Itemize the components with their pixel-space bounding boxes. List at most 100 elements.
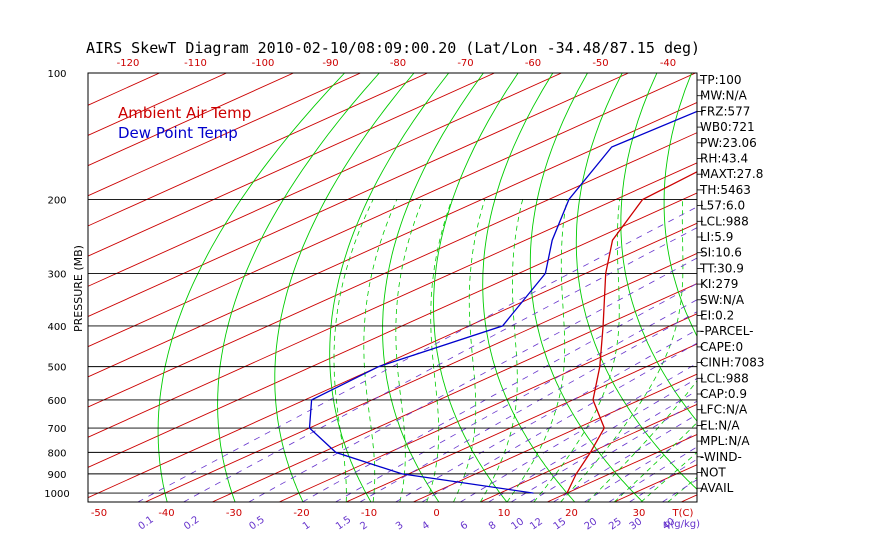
ambient-temp-line bbox=[566, 171, 697, 494]
isotherm-line bbox=[88, 73, 294, 167]
legend-ambient: Ambient Air Temp bbox=[118, 104, 251, 122]
isotherm-line bbox=[88, 73, 428, 227]
isotherm-line bbox=[279, 313, 697, 502]
dry-adiabat-line bbox=[620, 73, 697, 422]
top-axis-ticks: -120 -110 -100 -90 -80 -70 -60 -50 -40 bbox=[117, 58, 677, 69]
mixing-ratio-line bbox=[395, 329, 697, 502]
legend-dewpoint: Dew Point Temp bbox=[118, 124, 238, 142]
pressure-tick-label: 100 bbox=[47, 69, 66, 80]
isotherm-line bbox=[88, 102, 697, 378]
mixing-ratio-tick-label: 8 bbox=[487, 520, 499, 533]
panel-item: TH:5463 bbox=[699, 183, 751, 197]
bottom-tick-label: 0 bbox=[433, 508, 439, 519]
dry-adiabat-line bbox=[157, 73, 345, 502]
mixing-ratio-tick-label: 0.2 bbox=[182, 514, 201, 532]
bottom-axis-ticks: -50 -40 -30 -20 -10 0 10 20 30 T(C) bbox=[91, 508, 694, 519]
dry-adiabat-line bbox=[217, 73, 380, 502]
panel-item: AVAIL bbox=[700, 481, 734, 495]
panel-item: LFC:N/A bbox=[700, 403, 748, 417]
isotherm-line bbox=[748, 73, 870, 502]
moist-adiabat-line bbox=[613, 422, 697, 502]
bottom-tick-label: -10 bbox=[361, 508, 377, 519]
panel-item: EI:0.2 bbox=[700, 309, 734, 323]
isotherm-line bbox=[88, 73, 696, 348]
pressure-tick-label: 700 bbox=[47, 424, 66, 435]
mixing-ratio-tick-label: 25 bbox=[607, 516, 624, 532]
pressure-tick-label: 900 bbox=[47, 470, 66, 481]
bottom-tick-label: 10 bbox=[498, 508, 511, 519]
panel-item: -PARCEL- bbox=[700, 324, 754, 338]
isotherm-line bbox=[212, 283, 697, 502]
top-tick-label: -90 bbox=[322, 58, 338, 69]
mixing-ratio-line bbox=[248, 257, 697, 502]
mixing-ratio-line bbox=[302, 283, 697, 502]
bottom-tick-label: -40 bbox=[158, 508, 174, 519]
pressure-tick-label: 800 bbox=[47, 448, 66, 459]
pressure-ticks: 100 200 300 400 500 600 700 800 900 1000 bbox=[44, 69, 69, 500]
panel-item: LCL:988 bbox=[700, 214, 749, 228]
pressure-tick-label: 200 bbox=[47, 195, 66, 206]
mixing-ratio-line bbox=[421, 342, 697, 502]
panel-item: MAXT:27.8 bbox=[700, 167, 763, 181]
panel-item: MPL:N/A bbox=[700, 434, 750, 448]
panel-item: EL:N/A bbox=[700, 418, 740, 432]
panel-item: LI:5.9 bbox=[700, 230, 733, 244]
plot-frame bbox=[87, 72, 698, 503]
moist-adiabat-line bbox=[333, 199, 374, 502]
top-tick-label: -110 bbox=[184, 58, 207, 69]
moist-adiabat-line bbox=[479, 199, 524, 502]
isotherm-line bbox=[346, 343, 697, 502]
panel-item: TT:30.9 bbox=[699, 261, 744, 275]
top-tick-label: -120 bbox=[117, 58, 140, 69]
isotherm-line bbox=[88, 73, 361, 197]
dry-adiabat-line bbox=[862, 73, 870, 502]
mixing-ratio-tick-label: 12 bbox=[528, 516, 545, 532]
mixing-ratio-tick-label: 3 bbox=[394, 520, 406, 533]
isotherm-line bbox=[88, 73, 495, 257]
panel-item: CAPE:0 bbox=[700, 340, 743, 354]
bottom-tick-label: -50 bbox=[91, 508, 107, 519]
isotherm-line bbox=[88, 192, 697, 468]
panel-item: SI:10.6 bbox=[700, 246, 742, 260]
bottom-tick-label: 30 bbox=[633, 508, 646, 519]
top-tick-label: -40 bbox=[660, 58, 676, 69]
top-tick-label: -70 bbox=[457, 58, 473, 69]
chart-title: AIRS SkewT Diagram 2010-02-10/08:09:00.2… bbox=[86, 39, 700, 57]
moist-adiabat-line bbox=[533, 199, 620, 502]
dry-adiabat-line bbox=[825, 73, 870, 502]
panel-item: WB0:721 bbox=[700, 120, 755, 134]
top-tick-label: -50 bbox=[592, 58, 608, 69]
isotherm-line bbox=[145, 252, 697, 502]
top-tick-label: -80 bbox=[390, 58, 406, 69]
panel-item: -WIND- bbox=[700, 450, 742, 464]
mixing-ratio-ticks: 0.1 0.2 0.5 1 1.5 2 3 4 6 8 10 12 15 20 25 30 40q(g/kg) bbox=[137, 514, 701, 532]
bottom-tick-label: -30 bbox=[226, 508, 242, 519]
pressure-tick-label: 1000 bbox=[44, 489, 69, 500]
bottom-axis-unit: T(C) bbox=[672, 508, 694, 519]
moist-adiabat-line bbox=[587, 380, 697, 502]
dry-adiabat-line bbox=[663, 73, 697, 338]
isotherm-line bbox=[88, 162, 697, 438]
panel-item: SW:N/A bbox=[700, 293, 745, 307]
panel-item: TP:100 bbox=[699, 73, 742, 87]
isotherm-line bbox=[815, 73, 870, 502]
top-tick-label: -100 bbox=[252, 58, 275, 69]
bottom-tick-label: 20 bbox=[565, 508, 578, 519]
mixing-ratio-line bbox=[510, 390, 697, 502]
panel-item: NOT bbox=[700, 466, 726, 480]
dry-adiabat-line bbox=[529, 73, 644, 502]
mixing-ratio-tick-label: 10 bbox=[509, 516, 526, 532]
mixing-ratio-tick-label: 1 bbox=[301, 520, 313, 533]
panel-item: RH:43.4 bbox=[700, 152, 748, 166]
dry-adiabat-line bbox=[329, 73, 450, 502]
mixing-ratio-tick-label: 4 bbox=[420, 520, 432, 533]
mixing-ratio-tick-label: 0.1 bbox=[137, 514, 156, 532]
moist-adiabat-line bbox=[453, 199, 486, 502]
mixing-ratio-tick-label: 6 bbox=[459, 520, 471, 533]
top-tick-label: -60 bbox=[525, 58, 541, 69]
mixing-ratio-tick-label: 2 bbox=[358, 520, 370, 533]
panel-item: PW:23.06 bbox=[700, 136, 757, 150]
pressure-tick-label: 400 bbox=[47, 322, 66, 333]
